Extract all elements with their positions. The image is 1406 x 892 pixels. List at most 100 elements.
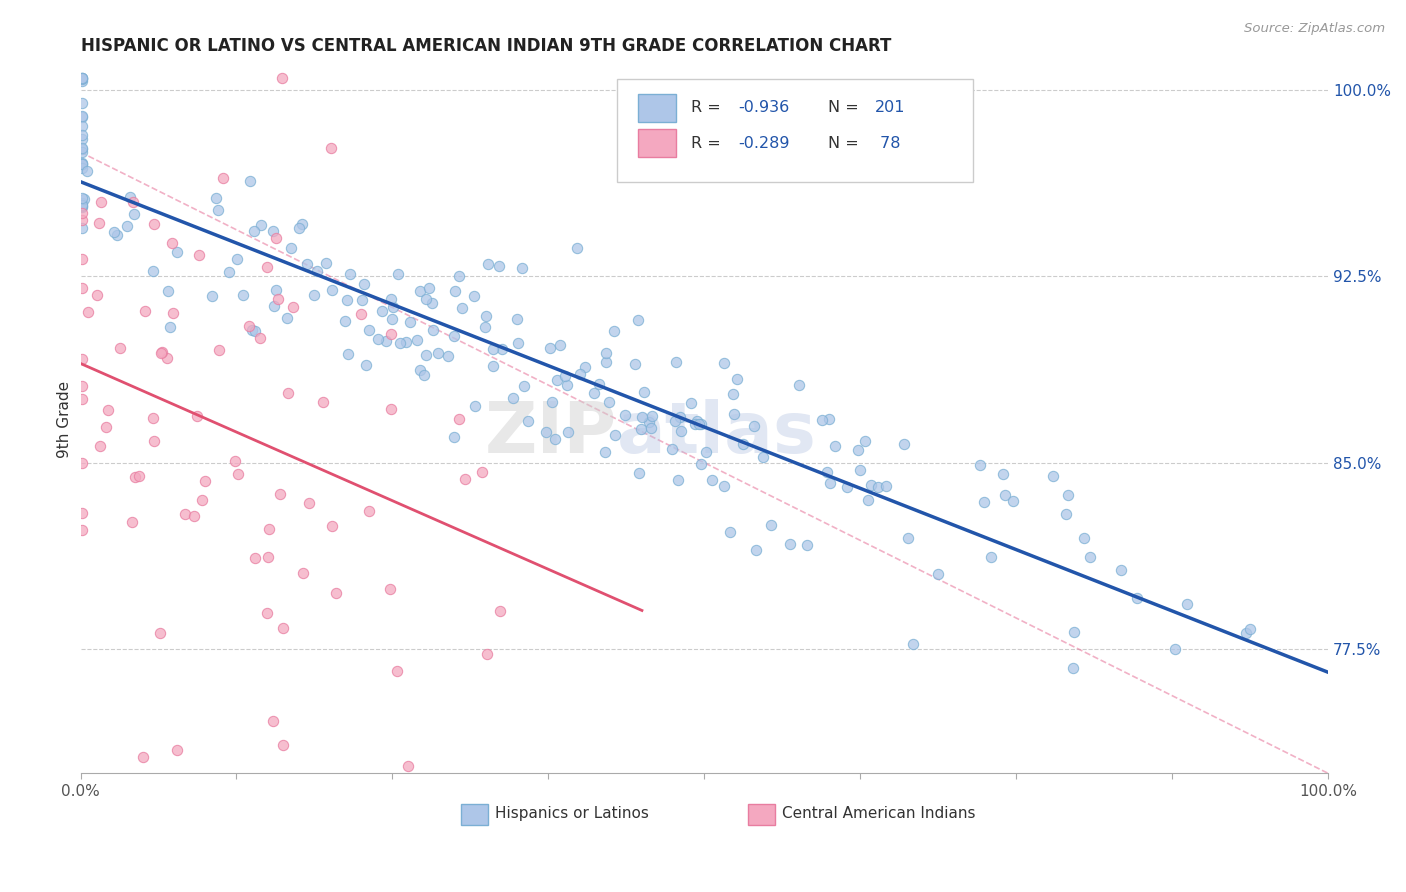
Point	[669, 410, 692, 425]
FancyBboxPatch shape	[617, 79, 973, 182]
Point	[204, 191, 226, 205]
Point	[70, 281, 93, 295]
Point	[188, 248, 211, 262]
Point	[603, 324, 626, 338]
Point	[713, 478, 735, 492]
Point	[488, 259, 510, 273]
Point	[1057, 488, 1080, 502]
Point	[555, 377, 578, 392]
Point	[70, 200, 93, 214]
Point	[450, 301, 472, 315]
Text: ZIP: ZIP	[485, 399, 617, 468]
Text: 78: 78	[876, 136, 901, 151]
Point	[226, 467, 249, 481]
Point	[70, 456, 93, 470]
Point	[837, 480, 859, 494]
Text: R =: R =	[690, 100, 725, 115]
Point	[973, 495, 995, 509]
Point	[640, 421, 662, 435]
Point	[218, 265, 240, 279]
Point	[256, 549, 278, 564]
Point	[399, 315, 422, 329]
Point	[723, 408, 745, 422]
Point	[574, 359, 596, 374]
Point	[638, 415, 661, 429]
Point	[321, 518, 343, 533]
Point	[70, 392, 93, 407]
Point	[568, 367, 591, 381]
Point	[506, 312, 529, 326]
Point	[443, 329, 465, 343]
Point	[325, 586, 347, 600]
Point	[96, 402, 118, 417]
Point	[779, 537, 801, 551]
Point	[388, 336, 411, 351]
Point	[721, 387, 744, 401]
Point	[733, 437, 755, 451]
Point	[557, 425, 579, 439]
Point	[315, 256, 337, 270]
Text: atlas: atlas	[617, 399, 817, 468]
Point	[994, 488, 1017, 502]
Point	[238, 318, 260, 333]
Point	[718, 524, 741, 539]
Point	[713, 356, 735, 370]
Point	[190, 493, 212, 508]
Point	[548, 337, 571, 351]
Point	[893, 436, 915, 450]
Point	[464, 400, 486, 414]
Point	[90, 194, 112, 209]
Point	[350, 293, 373, 308]
Point	[623, 358, 645, 372]
Point	[631, 409, 654, 424]
FancyBboxPatch shape	[638, 94, 676, 122]
Point	[333, 314, 356, 328]
Point	[256, 260, 278, 275]
Point	[70, 191, 93, 205]
Point	[489, 604, 512, 618]
Point	[387, 664, 409, 678]
Point	[70, 132, 93, 146]
Point	[266, 283, 288, 297]
Point	[613, 409, 636, 423]
Point	[846, 443, 869, 458]
Point	[108, 342, 131, 356]
Point	[201, 289, 224, 303]
Point	[70, 70, 93, 85]
Point	[546, 373, 568, 387]
Point	[380, 326, 402, 341]
Point	[381, 300, 404, 314]
Point	[1164, 641, 1187, 656]
Point	[583, 386, 606, 401]
Point	[818, 412, 841, 426]
Point	[544, 432, 567, 446]
Point	[415, 348, 437, 362]
Point	[534, 425, 557, 439]
Point	[374, 334, 396, 348]
Point	[689, 457, 711, 471]
Point	[474, 319, 496, 334]
Point	[70, 252, 93, 267]
Point	[980, 549, 1002, 564]
Point	[409, 363, 432, 377]
Point	[354, 358, 377, 372]
Point	[516, 414, 538, 428]
Point	[481, 342, 503, 356]
FancyBboxPatch shape	[748, 804, 776, 825]
Point	[454, 472, 477, 486]
Point	[502, 391, 524, 405]
Point	[121, 515, 143, 529]
Point	[405, 333, 427, 347]
Point	[70, 197, 93, 211]
Point	[224, 454, 246, 468]
Point	[257, 522, 280, 536]
Point	[194, 474, 217, 488]
Point	[70, 119, 93, 133]
Point	[150, 344, 173, 359]
Point	[598, 395, 620, 409]
Point	[124, 207, 146, 221]
Point	[437, 349, 460, 363]
Point	[70, 74, 93, 88]
Point	[319, 141, 342, 155]
Point	[513, 379, 536, 393]
